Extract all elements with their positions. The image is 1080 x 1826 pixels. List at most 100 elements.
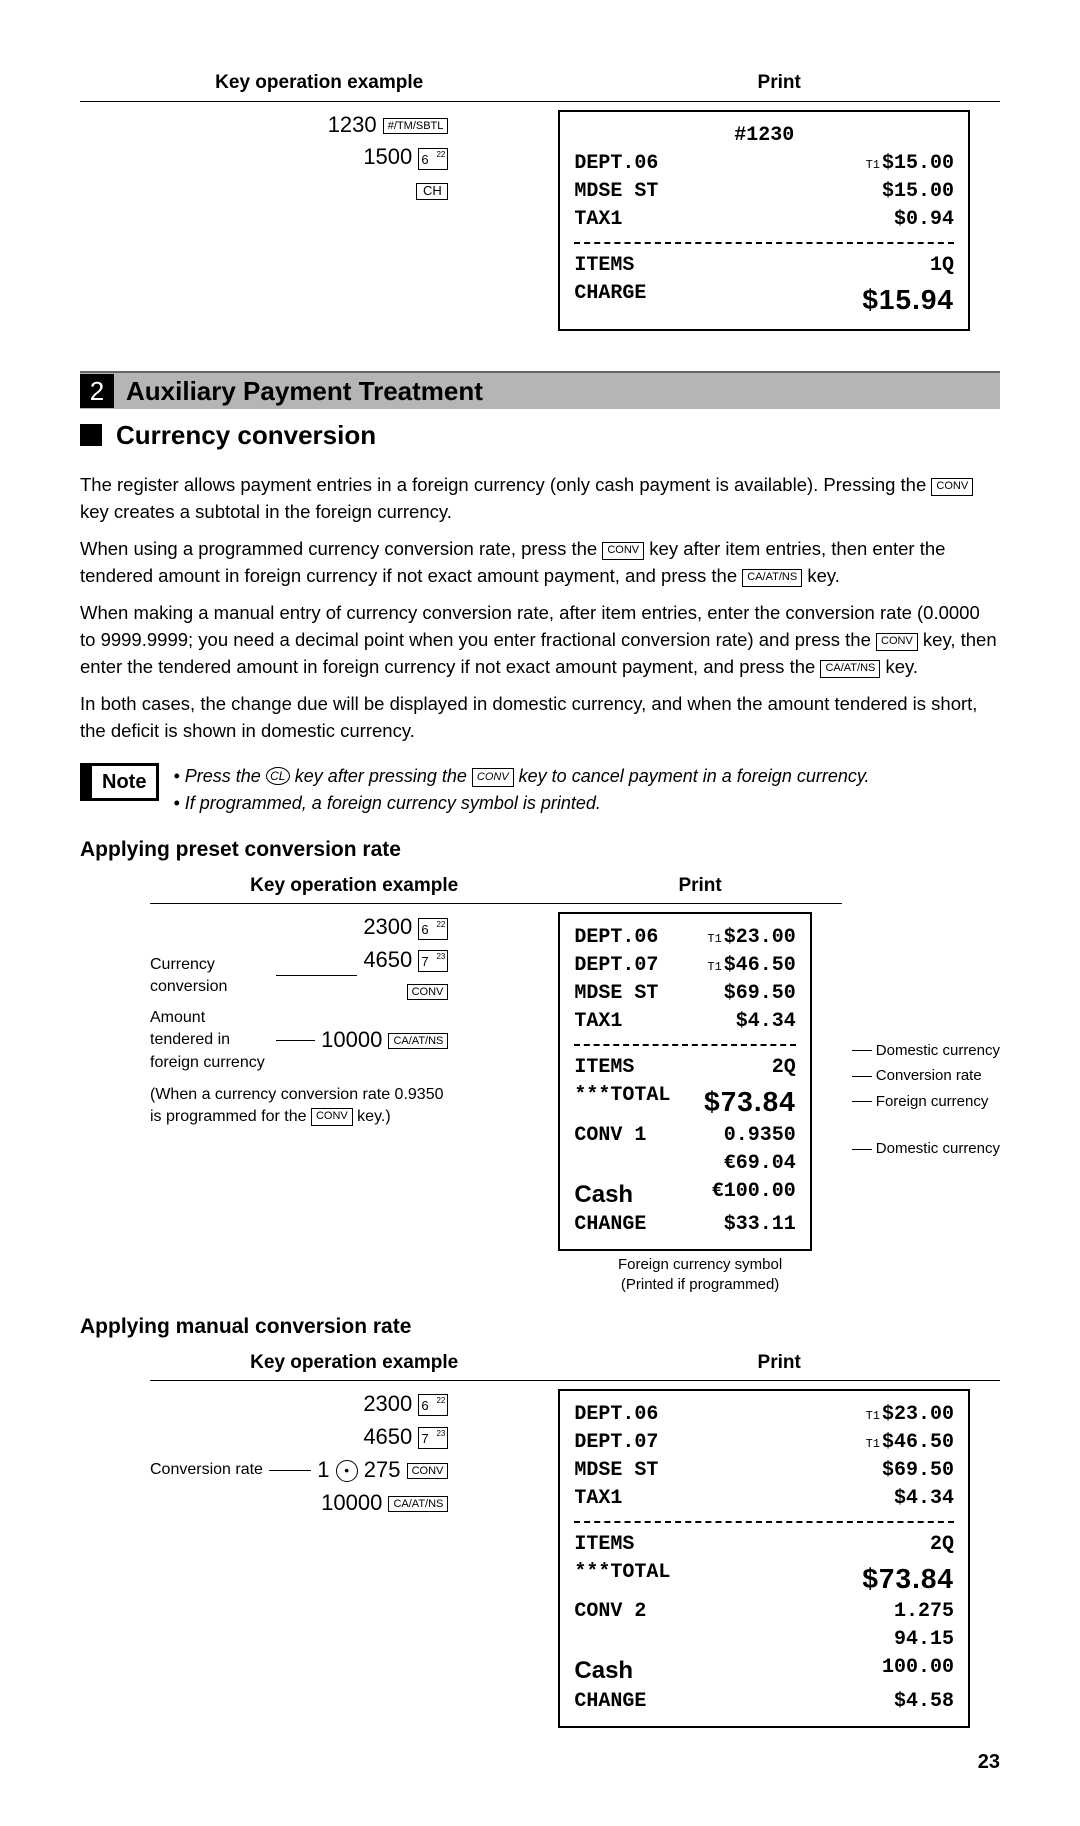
- page-number: 23: [80, 1748, 1000, 1776]
- receipt-line: CONV 10.9350: [574, 1122, 795, 1150]
- keyop-header: Key operation example: [80, 70, 558, 102]
- top-print-col: Print #1230 DEPT.06T1$15.00 MDSE ST$15.0…: [558, 70, 1000, 331]
- note-label: Note: [80, 763, 159, 801]
- keyop-row: Currency conversion 4650 723CONV: [80, 945, 558, 1007]
- para-4: In both cases, the change due will be di…: [80, 691, 1000, 745]
- receipt-divider: [574, 1044, 795, 1046]
- conv-key: CONV: [472, 768, 514, 787]
- conv-key: CONV: [602, 542, 644, 560]
- para-1: The register allows payment entries in a…: [80, 472, 1000, 526]
- dept-key: 622: [418, 918, 448, 940]
- receipt-line: ITEMS2Q: [574, 1054, 795, 1082]
- annot: Conversion rate: [852, 1066, 1000, 1086]
- receipt-line: TAX1$0.94: [574, 206, 954, 234]
- arrow-line: [276, 975, 357, 976]
- keyop-header: Key operation example: [150, 1350, 558, 1382]
- section-header: 2 Auxiliary Payment Treatment: [80, 371, 1000, 409]
- num: 1230: [328, 112, 377, 137]
- below-annot: Foreign currency symbol (Printed if prog…: [558, 1255, 841, 1294]
- receipt-divider: [574, 242, 954, 244]
- subsection-title: Currency conversion: [116, 417, 376, 453]
- print-header: Print: [558, 70, 1000, 102]
- top-receipt: #1230 DEPT.06T1$15.00 MDSE ST$15.00 TAX1…: [558, 110, 970, 331]
- receipt-line: DEPT.06T1$15.00: [574, 150, 954, 178]
- keyop-line: 4650 723: [80, 1422, 558, 1453]
- square-icon: [80, 424, 102, 446]
- keyop-line: 1500 6 22: [80, 142, 558, 173]
- receipt-line: €69.04: [574, 1150, 795, 1178]
- note-text: • Press the CL key after pressing the CO…: [173, 763, 869, 817]
- receipt-total: ***TOTAL$73.84: [574, 1082, 795, 1121]
- keyop-header: Key operation example: [150, 873, 558, 905]
- top-example-row: Key operation example 1230 #/TM/SBTL 150…: [80, 70, 1000, 331]
- manual-print-col: Print DEPT.06T1$23.00 DEPT.07T1$46.50 MD…: [558, 1350, 1000, 1728]
- caatns-key: CA/AT/NS: [388, 1033, 448, 1049]
- receipt-line: CHANGE$4.58: [574, 1688, 954, 1716]
- keyop-line: 2300 622: [80, 1389, 558, 1420]
- receipt-line: ITEMS1Q: [574, 252, 954, 280]
- cl-key: CL: [266, 767, 290, 785]
- body-paragraphs: The register allows payment entries in a…: [80, 472, 1000, 745]
- receipt-line: TAX1$4.34: [574, 1485, 954, 1513]
- receipt-hash: #1230: [574, 122, 954, 150]
- manual-receipt: DEPT.06T1$23.00 DEPT.07T1$46.50 MDSE ST$…: [558, 1389, 970, 1728]
- key-ch: CH: [416, 183, 448, 199]
- dept-key: 622: [418, 1394, 448, 1416]
- receipt-line: DEPT.06T1$23.00: [574, 924, 795, 952]
- section-number: 2: [80, 374, 114, 408]
- para-3: When making a manual entry of currency c…: [80, 600, 1000, 680]
- dept-key: 723: [418, 1427, 448, 1449]
- arrow-line: [276, 1040, 315, 1041]
- para-2: When using a programmed currency convers…: [80, 536, 1000, 590]
- print-header: Print: [558, 1350, 1000, 1382]
- receipt-line: DEPT.07T1$46.50: [574, 1429, 954, 1457]
- receipt-cash: Cash€100.00: [574, 1178, 795, 1212]
- receipt-line: 94.15: [574, 1626, 954, 1654]
- conv-key: CONV: [311, 1108, 353, 1125]
- receipt-line: MDSE ST$69.50: [574, 1457, 954, 1485]
- receipt-line: MDSE ST$15.00: [574, 178, 954, 206]
- preset-row: Key operation example 2300 622 Currency …: [80, 873, 1000, 1294]
- subsection: Currency conversion: [80, 417, 1000, 453]
- receipt-line: DEPT.07T1$46.50: [574, 952, 795, 980]
- preset-print-col: Print DEPT.06T1$23.00 DEPT.07T1$46.50 MD…: [558, 873, 1000, 1294]
- conv-key: CONV: [876, 633, 918, 651]
- decimal-key: •: [336, 1460, 358, 1482]
- manual-keyop-col: Key operation example 2300 622 4650 723 …: [80, 1350, 558, 1728]
- paren-note: (When a currency conversion rate 0.9350 …: [80, 1074, 558, 1129]
- conv-key: CONV: [931, 478, 973, 496]
- receipt-line: TAX1$4.34: [574, 1008, 795, 1036]
- label-conversion-rate: Conversion rate: [150, 1459, 263, 1481]
- key-tmsbtl: #/TM/SBTL: [383, 118, 449, 134]
- note-block: Note • Press the CL key after pressing t…: [80, 763, 1000, 817]
- top-keyop-col: Key operation example 1230 #/TM/SBTL 150…: [80, 70, 558, 331]
- receipt-line: CONV 21.275: [574, 1598, 954, 1626]
- receipt-cash: Cash100.00: [574, 1654, 954, 1688]
- annot: Domestic currency: [852, 1041, 1000, 1061]
- keyop-row: Conversion rate 1 • 275 CONV: [80, 1455, 558, 1486]
- receipt-line: MDSE ST$69.50: [574, 980, 795, 1008]
- caatns-key: CA/AT/NS: [820, 660, 880, 678]
- receipt-total: CHARGE$15.94: [574, 280, 954, 319]
- receipt-divider: [574, 1521, 954, 1523]
- section-title: Auxiliary Payment Treatment: [126, 373, 483, 409]
- caatns-key: CA/AT/NS: [388, 1496, 448, 1512]
- preset-heading: Applying preset conversion rate: [80, 835, 1000, 864]
- keyop-line: CH: [80, 175, 558, 206]
- preset-keyop-col: Key operation example 2300 622 Currency …: [80, 873, 558, 1294]
- arrow-line: [269, 1470, 311, 1471]
- keyop-row: Amount tendered in foreign currency 1000…: [80, 1007, 558, 1074]
- manual-row: Key operation example 2300 622 4650 723 …: [80, 1350, 1000, 1728]
- label-currency-conversion: Currency conversion: [150, 954, 270, 999]
- caatns-key: CA/AT/NS: [742, 569, 802, 587]
- receipt-line: CHANGE$33.11: [574, 1211, 795, 1239]
- keyop-line: 10000 CA/AT/NS: [80, 1488, 558, 1519]
- conv-key: CONV: [407, 1463, 449, 1479]
- receipt-line: ITEMS2Q: [574, 1531, 954, 1559]
- annot: Domestic currency: [852, 1139, 1000, 1159]
- receipt-line: DEPT.06T1$23.00: [574, 1401, 954, 1429]
- label-amount-tendered: Amount tendered in foreign currency: [150, 1007, 270, 1074]
- dept-key: 723: [418, 950, 448, 972]
- keyop-line: 1230 #/TM/SBTL: [80, 110, 558, 141]
- print-header: Print: [558, 873, 841, 905]
